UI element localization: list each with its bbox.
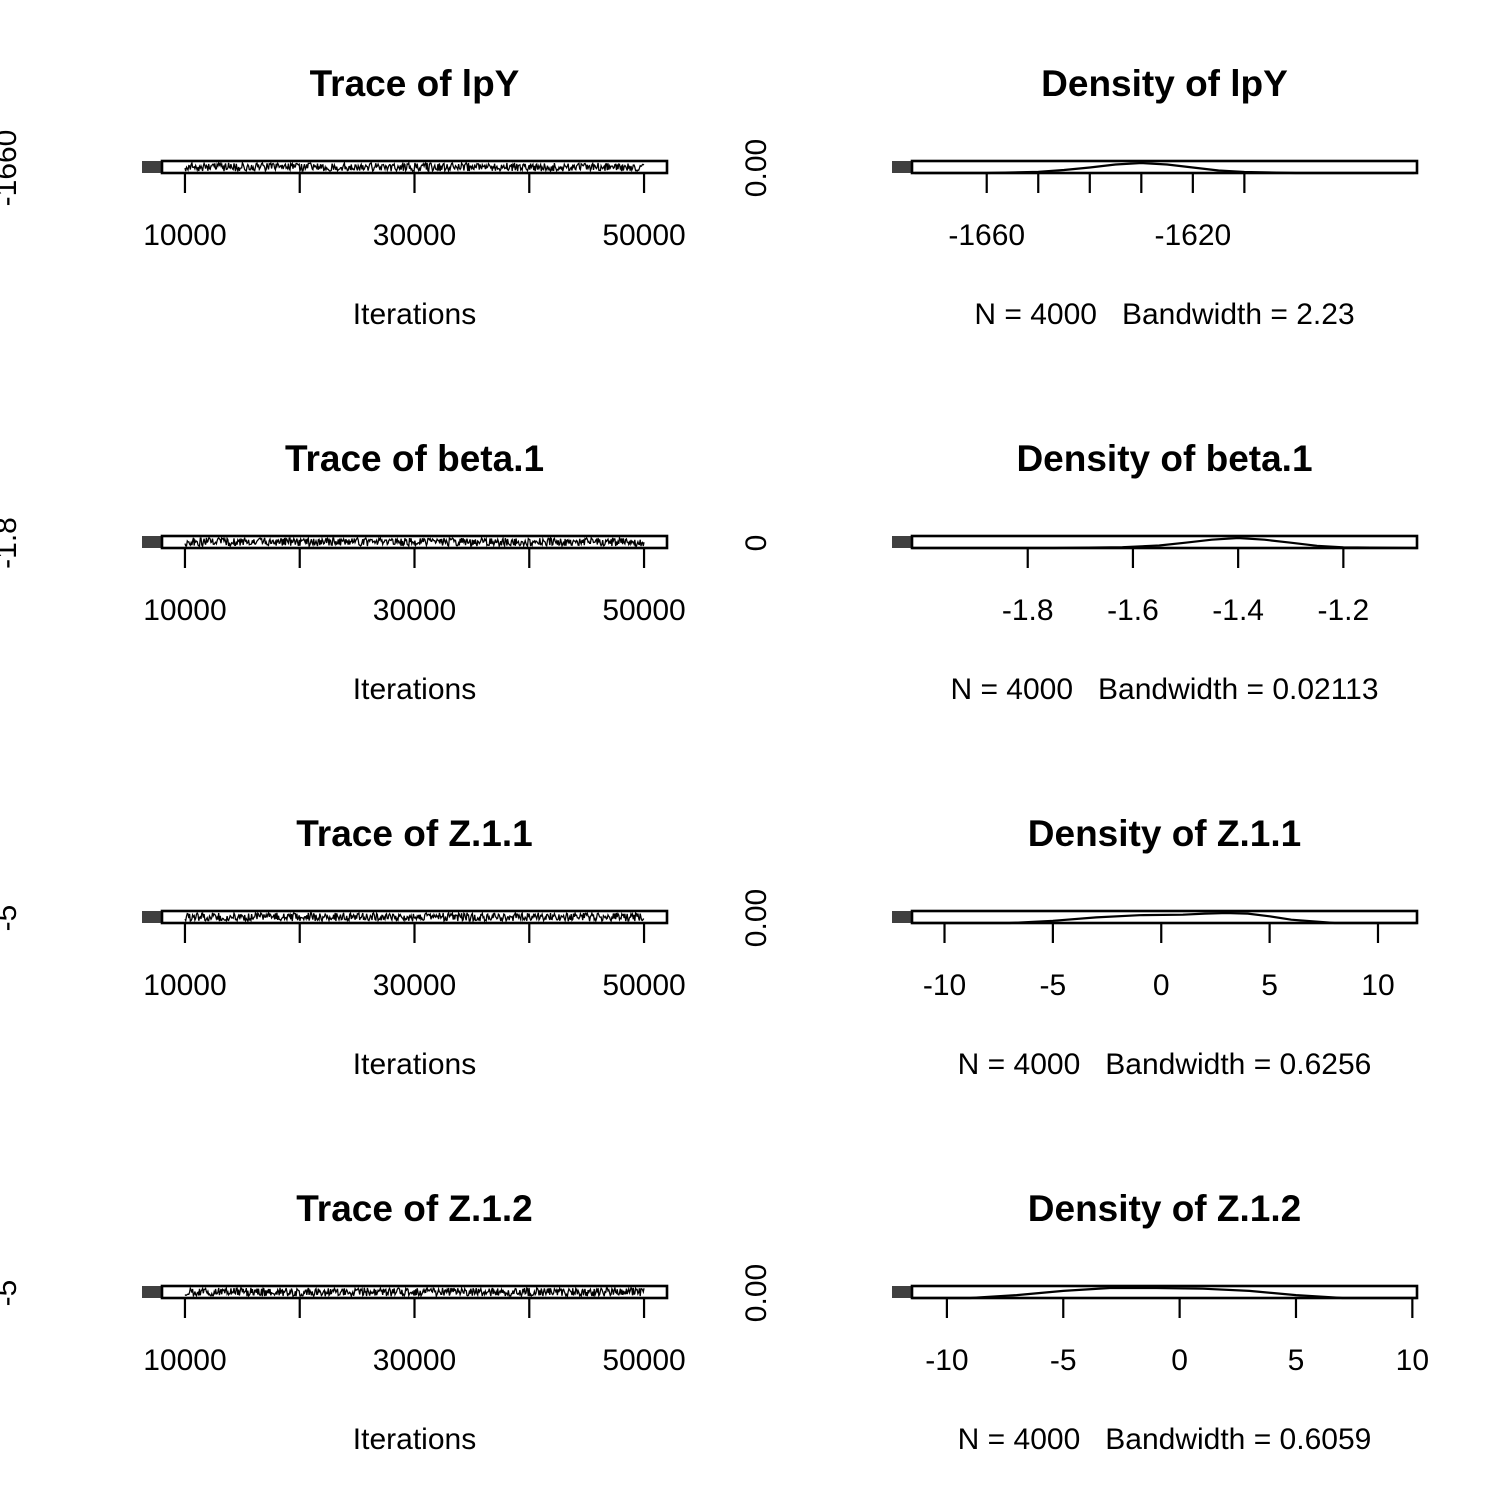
x-tick-label: 30000 bbox=[373, 219, 456, 252]
y-axis-ticks bbox=[142, 161, 162, 173]
x-tick-label: -1.4 bbox=[1212, 594, 1264, 627]
trace-line bbox=[184, 910, 645, 924]
panel-trace-3: Trace of Z.1.1 10000 30000 50000 Iterations -… bbox=[0, 813, 686, 1081]
x-tick-label: -1.6 bbox=[1107, 594, 1159, 627]
x-tick-label: 50000 bbox=[602, 969, 685, 1002]
trace-line bbox=[184, 160, 645, 174]
y-tick-label: -5 bbox=[0, 1280, 23, 1307]
x-tick-label: 0 bbox=[1171, 1344, 1188, 1377]
x-tick-label: 10000 bbox=[143, 969, 226, 1002]
x-axis-label: Iterations bbox=[353, 1048, 476, 1081]
x-tick-label: 0 bbox=[1153, 969, 1170, 1002]
x-tick-label: -5 bbox=[1040, 969, 1067, 1002]
x-tick-label: 10000 bbox=[143, 219, 226, 252]
chart-title: Density of Z.1.1 bbox=[1028, 813, 1301, 854]
plot-frame bbox=[160, 909, 669, 925]
panel-trace-2: Trace of beta.1 10000 30000 50000 Iterations… bbox=[0, 438, 686, 706]
x-axis-label: N = 4000 Bandwidth = 0.6256 bbox=[958, 1048, 1372, 1081]
plot-frame bbox=[910, 534, 1419, 550]
y-axis-ticks bbox=[142, 536, 162, 548]
x-tick-label: 50000 bbox=[602, 1344, 685, 1377]
x-tick-label: 30000 bbox=[373, 594, 456, 627]
x-tick-label: 50000 bbox=[602, 594, 685, 627]
y-axis-ticks bbox=[142, 911, 162, 923]
y-tick-label: -1660 bbox=[0, 130, 23, 207]
y-tick-label: 0 bbox=[740, 535, 773, 552]
plot-frame bbox=[160, 534, 669, 550]
x-axis-label: Iterations bbox=[353, 673, 476, 706]
chart-title: Trace of beta.1 bbox=[285, 438, 544, 479]
panel-density-4: Density of Z.1.2 -10 -5 0 5 10 N = 4000 Bandwi… bbox=[740, 1188, 1429, 1456]
y-tick-label: -5 bbox=[0, 905, 23, 932]
x-tick-label: 50000 bbox=[602, 219, 685, 252]
plot-frame bbox=[160, 159, 669, 175]
chart-title: Density of beta.1 bbox=[1016, 438, 1312, 479]
x-tick-label: 10 bbox=[1361, 969, 1394, 1002]
panel-trace-4: Trace of Z.1.2 10000 30000 50000 Iterations -… bbox=[0, 1188, 686, 1456]
chart-title: Density of lpY bbox=[1041, 63, 1288, 104]
x-tick-label: -10 bbox=[923, 969, 966, 1002]
plot-frame bbox=[910, 159, 1419, 175]
trace-line bbox=[184, 1285, 645, 1299]
x-axis-label: Iterations bbox=[353, 298, 476, 331]
chart-title: Trace of lpY bbox=[310, 63, 520, 104]
y-tick-label: -1.8 bbox=[0, 517, 23, 569]
x-tick-label: 30000 bbox=[373, 1344, 456, 1377]
x-tick-label: -1660 bbox=[948, 219, 1025, 252]
x-axis-label: N = 4000 Bandwidth = 0.6059 bbox=[958, 1423, 1372, 1456]
y-tick-label: 0.00 bbox=[740, 1264, 773, 1322]
x-tick-label: 10000 bbox=[143, 1344, 226, 1377]
x-axis-label: Iterations bbox=[353, 1423, 476, 1456]
chart-title: Trace of Z.1.1 bbox=[296, 813, 533, 854]
x-tick-label: -10 bbox=[925, 1344, 968, 1377]
x-tick-label: -1.2 bbox=[1318, 594, 1370, 627]
x-tick-label: 30000 bbox=[373, 969, 456, 1002]
y-axis-ticks bbox=[892, 536, 912, 548]
x-tick-label: 10000 bbox=[143, 594, 226, 627]
y-tick-label: 0.00 bbox=[740, 139, 773, 197]
y-axis-ticks bbox=[142, 1286, 162, 1298]
x-axis-label: N = 4000 Bandwidth = 0.02113 bbox=[950, 673, 1378, 706]
plot-frame bbox=[910, 909, 1419, 925]
trace-line bbox=[184, 535, 645, 549]
x-tick-label: 5 bbox=[1288, 1344, 1305, 1377]
x-tick-label: 10 bbox=[1396, 1344, 1429, 1377]
chart-title: Density of Z.1.2 bbox=[1028, 1188, 1301, 1229]
panel-trace-1: Trace of lpY 10000 30000 50000 Iterations -16… bbox=[0, 63, 686, 331]
panel-density-2: Density of beta.1 -1.8 -1.6 -1.4 -1.2 N = 400… bbox=[740, 438, 1419, 706]
density-curve bbox=[912, 911, 1417, 925]
panel-density-3: Density of Z.1.1 -10 -5 0 5 10 N = 4000 Bandwi… bbox=[740, 813, 1419, 1081]
panel-density-1: Density of lpY -1660 -1620 N = 4000 Bandwid… bbox=[740, 63, 1419, 331]
y-axis-ticks bbox=[892, 161, 912, 173]
plot-frame bbox=[910, 1284, 1419, 1300]
x-axis-label: N = 4000 Bandwidth = 2.23 bbox=[974, 298, 1354, 331]
y-tick-label: 0.00 bbox=[740, 889, 773, 947]
y-axis-ticks bbox=[892, 911, 912, 923]
density-curve bbox=[914, 161, 1415, 175]
x-tick-label: 5 bbox=[1261, 969, 1278, 1002]
density-curve bbox=[912, 536, 1418, 550]
chart-title: Trace of Z.1.2 bbox=[296, 1188, 533, 1229]
x-tick-label: -1620 bbox=[1154, 219, 1231, 252]
plot-frame bbox=[160, 1284, 669, 1300]
x-tick-label: -5 bbox=[1050, 1344, 1077, 1377]
density-curve bbox=[912, 1286, 1417, 1300]
y-axis-ticks bbox=[892, 1286, 912, 1298]
x-tick-label: -1.8 bbox=[1002, 594, 1054, 627]
